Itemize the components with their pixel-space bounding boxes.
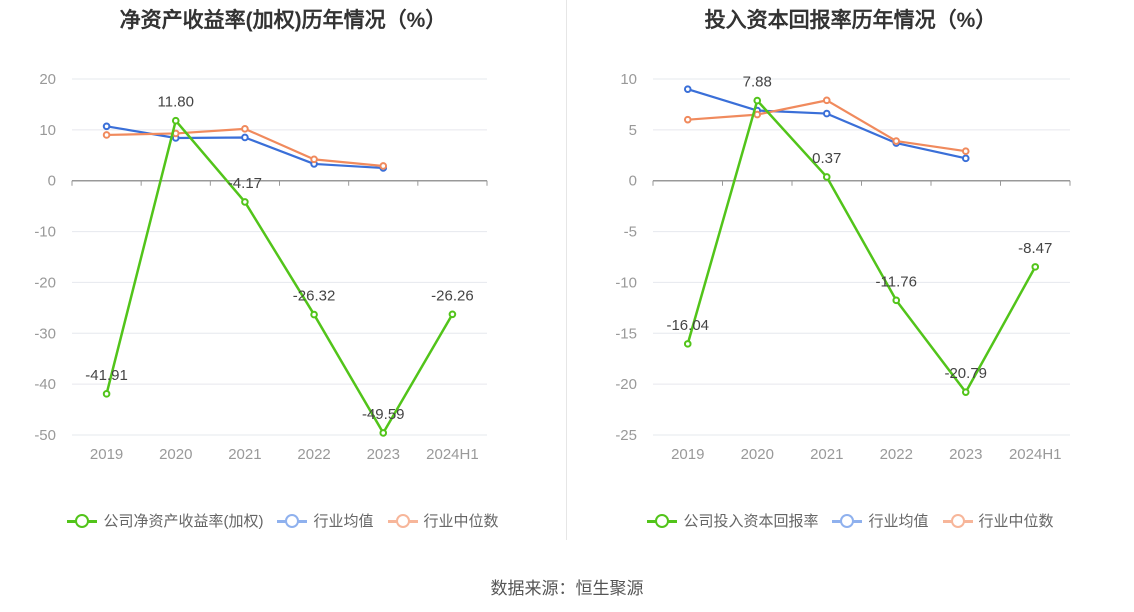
data-point — [961, 388, 970, 396]
data-point — [822, 96, 831, 105]
data-point — [379, 429, 388, 437]
legend-marker-industry-median — [387, 511, 418, 531]
data-point — [961, 147, 970, 156]
roic-legend: 公司投入资本回报率 行业均值 行业中位数 — [567, 510, 1134, 531]
data-point — [892, 137, 901, 145]
roe-chart-title: 净资产收益率(加权)历年情况（%） — [119, 9, 447, 32]
data-label: -8.47 — [1018, 240, 1052, 257]
x-tick-label: 2024H1 — [426, 446, 479, 463]
y-tick-label: -20 — [615, 376, 637, 393]
roic-chart-panel: 投入资本回报率历年情况（%） 10 5 0 -5 -10 -15 -20 -25 2019 202… — [567, 0, 1134, 545]
legend-marker-company — [67, 511, 98, 531]
data-label: 11.80 — [158, 94, 194, 111]
legend-item-industry-median[interactable]: 行业中位数 — [387, 510, 499, 531]
series-line-0 — [686, 99, 1037, 394]
y-tick-label: -10 — [615, 274, 637, 291]
data-label: 0.37 — [812, 150, 841, 167]
data-point — [379, 162, 388, 170]
y-tick-label: -30 — [34, 325, 56, 342]
data-point — [102, 122, 111, 131]
y-tick-label: -10 — [34, 224, 56, 241]
panel-divider — [566, 0, 567, 540]
data-point — [241, 198, 249, 206]
legend-item-industry-avg[interactable]: 行业均值 — [832, 510, 929, 531]
data-label: -26.26 — [431, 287, 474, 304]
roe-chart: 20 10 0 -10 -20 -30 -40 -50 2019 2020 2021 2022 2023… — [34, 71, 488, 463]
data-label: 7.88 — [743, 74, 772, 91]
data-source: 数据来源：恒生聚源 — [490, 579, 644, 598]
data-point — [241, 125, 249, 133]
y-tick-label: -5 — [624, 224, 637, 241]
series-line-0 — [105, 119, 454, 435]
legend-label-industry-median: 行业中位数 — [423, 513, 499, 530]
data-point — [1031, 263, 1040, 271]
data-point — [102, 390, 111, 398]
roic-chart: 10 5 0 -5 -10 -15 -20 -25 2019 2020 2021 2022 2023 20… — [615, 71, 1071, 463]
x-tick-label: 2024H1 — [1009, 446, 1062, 463]
y-tick-label: 10 — [620, 71, 637, 88]
data-point — [822, 109, 831, 118]
x-tick-label: 2020 — [741, 446, 774, 463]
y-tick-label: -40 — [34, 376, 56, 393]
legend-marker-industry-median — [942, 511, 973, 531]
x-tick-label: 2023 — [949, 446, 982, 463]
x-tick-label: 2020 — [159, 446, 192, 463]
data-point — [310, 310, 318, 319]
data-point — [683, 115, 692, 124]
y-tick-label: 0 — [48, 173, 56, 190]
legend-marker-company — [647, 511, 678, 531]
legend-label-industry-avg: 行业均值 — [313, 513, 374, 530]
y-tick-label: 5 — [629, 122, 637, 139]
y-tick-label: -20 — [34, 274, 56, 291]
data-point — [241, 133, 249, 142]
legend-label-company-roe: 公司净资产收益率(加权) — [103, 513, 264, 530]
data-point — [683, 340, 692, 348]
data-point — [102, 131, 111, 139]
x-tick-label: 2022 — [880, 446, 913, 463]
x-tick-label: 2023 — [367, 446, 400, 463]
legend-label-industry-avg: 行业均值 — [868, 513, 929, 530]
legend-item-company-roic[interactable]: 公司投入资本回报率 — [647, 510, 818, 531]
data-point — [171, 116, 180, 125]
data-label: -11.76 — [876, 273, 917, 290]
x-tick-label: 2019 — [671, 446, 704, 463]
data-label: -16.04 — [666, 317, 709, 334]
legend-item-industry-median[interactable]: 行业中位数 — [942, 510, 1054, 531]
y-tick-label: 10 — [39, 122, 56, 139]
data-point — [310, 155, 318, 164]
y-tick-label: -50 — [34, 427, 56, 444]
x-tick-label: 2019 — [90, 446, 123, 463]
series-line-2 — [687, 99, 966, 153]
data-point — [822, 173, 831, 181]
x-tick-label: 2021 — [810, 446, 843, 463]
legend-label-industry-median: 行业中位数 — [978, 513, 1054, 530]
y-tick-label: -15 — [615, 325, 637, 342]
data-point — [448, 310, 457, 319]
data-label: -41.91 — [85, 367, 128, 384]
roic-chart-title: 投入资本回报率历年情况（%） — [704, 9, 997, 32]
data-point — [683, 85, 692, 93]
legend-item-industry-avg[interactable]: 行业均值 — [277, 510, 374, 531]
roe-legend: 公司净资产收益率(加权) 行业均值 行业中位数 — [0, 510, 566, 531]
data-point — [753, 110, 762, 119]
x-tick-label: 2021 — [228, 446, 261, 463]
data-label: -49.59 — [362, 406, 405, 423]
data-point — [753, 96, 762, 105]
data-point — [961, 154, 970, 163]
y-tick-label: -25 — [615, 427, 637, 444]
legend-item-company-roe[interactable]: 公司净资产收益率(加权) — [67, 510, 263, 531]
data-label: -4.17 — [228, 175, 262, 192]
legend-label-company-roic: 公司投入资本回报率 — [683, 513, 819, 530]
data-label: -26.32 — [293, 288, 336, 305]
data-point — [892, 296, 901, 305]
x-tick-label: 2022 — [297, 446, 330, 463]
y-tick-label: 20 — [39, 71, 56, 88]
roe-chart-panel: 净资产收益率(加权)历年情况（%） 20 10 0 -10 -20 -30 -40 -50 20… — [0, 0, 566, 545]
legend-marker-industry-avg — [277, 511, 308, 531]
data-label: -20.79 — [944, 365, 987, 382]
legend-marker-industry-avg — [832, 511, 863, 531]
y-tick-label: 0 — [629, 173, 637, 190]
